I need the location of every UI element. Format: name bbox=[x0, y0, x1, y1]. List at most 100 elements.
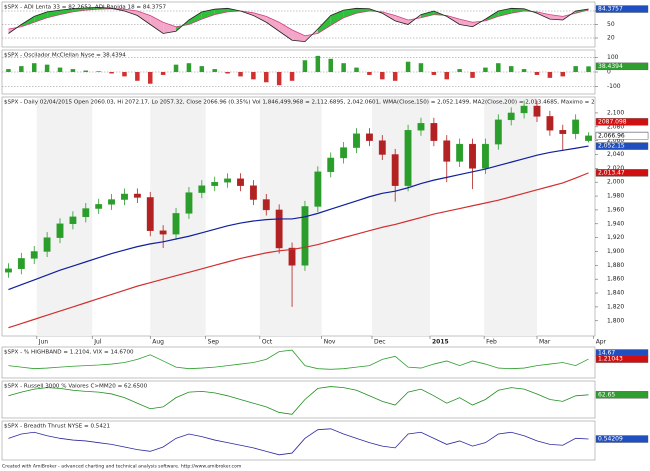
candle-body bbox=[482, 143, 489, 169]
candle-body bbox=[275, 209, 283, 249]
line bbox=[8, 349, 589, 370]
bar bbox=[483, 67, 488, 72]
bar bbox=[586, 66, 591, 72]
y-tick-label: 1,840 bbox=[607, 290, 624, 297]
value-box bbox=[595, 62, 649, 71]
line bbox=[8, 386, 589, 415]
bar bbox=[302, 60, 308, 72]
line bbox=[8, 8, 589, 37]
value-box bbox=[595, 132, 649, 140]
bar bbox=[147, 72, 153, 84]
bar bbox=[109, 72, 114, 74]
x-tick-label: Oct bbox=[262, 339, 273, 346]
candle-body bbox=[533, 105, 541, 117]
y-tick-label: 1,900 bbox=[607, 248, 624, 255]
bar bbox=[534, 72, 540, 75]
y-tick-label: 2,100 bbox=[607, 109, 624, 116]
candle-body bbox=[327, 157, 335, 173]
bar bbox=[225, 72, 230, 74]
line bbox=[8, 6, 589, 43]
candle-body bbox=[185, 192, 193, 214]
fill-between bbox=[21, 16, 35, 27]
panel-frame bbox=[1, 420, 596, 461]
bar bbox=[264, 72, 269, 83]
bar bbox=[367, 72, 372, 75]
fill-between bbox=[34, 11, 48, 23]
value-box bbox=[595, 118, 649, 126]
bar bbox=[186, 63, 192, 72]
bar bbox=[31, 63, 37, 72]
value-box-label: 2087.098 bbox=[598, 118, 627, 125]
y-tick-label: 1,800 bbox=[607, 317, 624, 324]
bar bbox=[418, 63, 424, 72]
candle-body bbox=[391, 154, 399, 186]
bar bbox=[44, 64, 50, 72]
month-band bbox=[484, 98, 537, 336]
y-tick-label: 1,880 bbox=[607, 262, 624, 269]
x-tick-label: Dec bbox=[374, 339, 386, 346]
y-tick-label: -100 bbox=[607, 83, 621, 90]
bar bbox=[160, 72, 166, 75]
bar bbox=[496, 63, 501, 72]
x-tick-label: Apr bbox=[596, 339, 607, 346]
candle-body bbox=[546, 116, 554, 131]
value-box-label: 38.4394 bbox=[598, 63, 623, 70]
candle-body bbox=[249, 185, 257, 200]
x-tick-label: Mar bbox=[539, 339, 551, 346]
y-tick-label: 2,060 bbox=[607, 137, 624, 144]
x-tick-label: Jun bbox=[38, 339, 49, 346]
bar bbox=[276, 72, 282, 86]
value-box bbox=[595, 142, 649, 150]
fill-between bbox=[420, 11, 434, 18]
bar bbox=[560, 72, 566, 77]
fill-between bbox=[292, 29, 305, 42]
candle-body bbox=[353, 133, 360, 148]
fill-between bbox=[266, 16, 280, 32]
candle-body bbox=[56, 223, 64, 238]
fill-between bbox=[356, 8, 370, 14]
fill-between bbox=[395, 15, 409, 25]
panel-title: $SPX - ADI Lenta 33 = 82.2652, ADI Rapid… bbox=[4, 5, 166, 11]
fill-between bbox=[188, 11, 202, 25]
panel-title: $SPX - Daily 02/04/2015 Open 2060.03, Hi… bbox=[4, 100, 595, 106]
candle-body bbox=[262, 199, 270, 211]
line bbox=[8, 172, 589, 329]
y-tick-label: 2,080 bbox=[607, 123, 624, 130]
candle-body bbox=[95, 204, 103, 209]
fill-between bbox=[279, 22, 293, 41]
y-tick-label: 1,820 bbox=[607, 303, 624, 310]
candle-body bbox=[172, 213, 180, 235]
bar bbox=[354, 67, 359, 72]
month-band bbox=[371, 98, 430, 336]
y-tick-label: 1,960 bbox=[607, 206, 624, 213]
value-box-label: 84.3757 bbox=[598, 6, 623, 13]
bar bbox=[212, 69, 217, 72]
candle-body bbox=[585, 135, 592, 141]
fill-between bbox=[47, 10, 61, 18]
y-tick-label: 1,860 bbox=[607, 276, 624, 283]
y-tick-label: 20 bbox=[607, 35, 615, 42]
x-tick-label: 2015 bbox=[432, 339, 449, 346]
fill-between bbox=[150, 15, 164, 34]
bar bbox=[315, 55, 321, 72]
candle-body bbox=[494, 119, 502, 145]
bar bbox=[328, 58, 333, 72]
y-tick-label: 1,980 bbox=[607, 193, 624, 200]
fill-between bbox=[317, 15, 331, 34]
bar bbox=[521, 69, 527, 72]
candle-body bbox=[121, 193, 128, 200]
x-tick-label: Jul bbox=[93, 339, 102, 346]
candle-body bbox=[520, 105, 528, 114]
panel-title: $SPX - Breadth Thrust NYSE = 0.5421 bbox=[4, 424, 110, 430]
panel-title: $SPX - % HIGHBAND = 1.2104, VIX = 14.670… bbox=[4, 350, 134, 356]
x-tick-label: Aug bbox=[152, 339, 164, 346]
bar bbox=[547, 72, 553, 78]
candle-body bbox=[198, 185, 206, 193]
candle-body bbox=[469, 143, 476, 169]
line bbox=[8, 145, 589, 291]
value-box-label: 2,052.15 bbox=[598, 143, 625, 150]
fill-between bbox=[253, 12, 267, 23]
y-tick-label: 100 bbox=[607, 54, 619, 61]
fill-between bbox=[163, 22, 177, 34]
